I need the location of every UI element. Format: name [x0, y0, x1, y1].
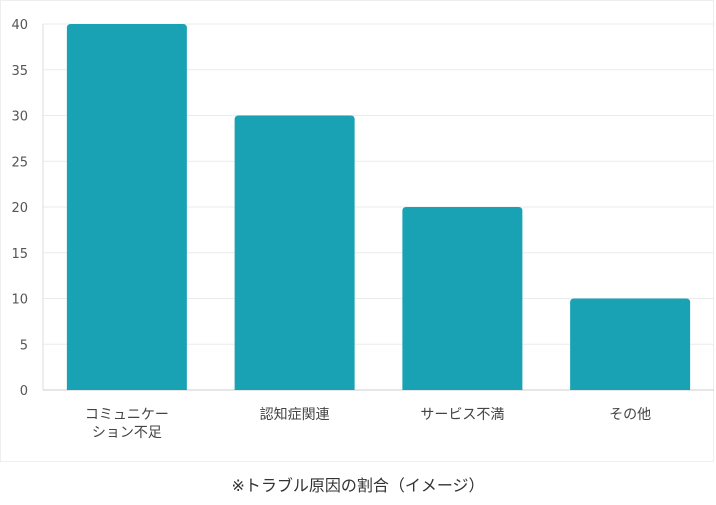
bar [234, 115, 355, 390]
y-tick-label: 25 [11, 155, 28, 170]
y-tick-label: 0 [20, 384, 28, 399]
x-category-label: 認知症関連 [260, 406, 330, 423]
x-category-label: サービス不満 [420, 407, 504, 423]
bar [570, 298, 691, 390]
x-category-label: ション不足 [92, 425, 162, 441]
x-category-label: その他 [609, 407, 651, 423]
y-tick-label: 10 [11, 293, 28, 308]
chart-caption: ※トラブル原因の割合（イメージ） [231, 476, 485, 495]
y-tick-label: 30 [11, 110, 28, 125]
bar [402, 207, 523, 390]
y-tick-label: 40 [11, 18, 28, 33]
y-tick-label: 5 [20, 338, 28, 353]
y-tick-label: 15 [11, 247, 28, 262]
x-category-label: コミュニケー [85, 407, 169, 423]
y-tick-label: 35 [11, 64, 28, 79]
bar [66, 24, 187, 390]
y-tick-label: 20 [11, 201, 28, 216]
